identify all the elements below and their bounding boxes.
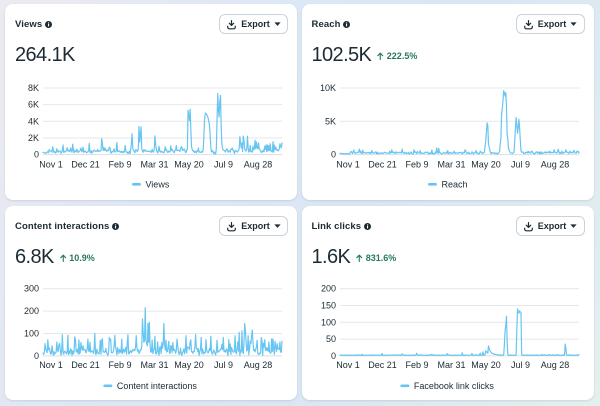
svg-text:0: 0 — [330, 350, 335, 360]
svg-text:May 20: May 20 — [174, 159, 204, 169]
svg-text:Nov 1: Nov 1 — [336, 159, 360, 169]
svg-text:0: 0 — [34, 149, 39, 159]
svg-text:Feb 9: Feb 9 — [108, 360, 131, 370]
svg-text:Feb 9: Feb 9 — [405, 159, 428, 169]
svg-text:Dec 21: Dec 21 — [71, 360, 100, 370]
svg-text:May 20: May 20 — [174, 360, 204, 370]
svg-text:50: 50 — [325, 334, 335, 344]
svg-text:Aug 28: Aug 28 — [244, 159, 273, 169]
svg-text:Jul 9: Jul 9 — [510, 360, 529, 370]
svg-text:May 20: May 20 — [471, 159, 501, 169]
svg-text:200: 200 — [320, 283, 335, 293]
svg-text:Facebook link clicks: Facebook link clicks — [413, 380, 494, 390]
svg-text:10K: 10K — [319, 83, 335, 93]
svg-text:Jul 9: Jul 9 — [214, 159, 233, 169]
svg-text:Reach: Reach — [441, 179, 467, 189]
svg-text:2K: 2K — [28, 132, 39, 142]
svg-text:Aug 28: Aug 28 — [540, 360, 569, 370]
svg-text:Feb 9: Feb 9 — [405, 360, 428, 370]
svg-text:Jul 9: Jul 9 — [510, 159, 529, 169]
svg-text:8K: 8K — [28, 83, 39, 93]
svg-text:Jul 9: Jul 9 — [214, 360, 233, 370]
svg-text:Dec 21: Dec 21 — [71, 159, 100, 169]
svg-text:Mar 31: Mar 31 — [140, 159, 168, 169]
svg-text:Dec 21: Dec 21 — [368, 159, 397, 169]
svg-text:6K: 6K — [28, 99, 39, 109]
svg-text:200: 200 — [24, 306, 39, 316]
svg-text:Mar 31: Mar 31 — [437, 159, 465, 169]
svg-text:Dec 21: Dec 21 — [368, 360, 397, 370]
svg-text:Mar 31: Mar 31 — [140, 360, 168, 370]
svg-text:Nov 1: Nov 1 — [336, 360, 360, 370]
svg-text:0: 0 — [34, 350, 39, 360]
svg-text:4K: 4K — [28, 116, 39, 126]
svg-text:Aug 28: Aug 28 — [540, 159, 569, 169]
svg-text:Aug 28: Aug 28 — [244, 360, 273, 370]
svg-text:0: 0 — [330, 149, 335, 159]
svg-text:100: 100 — [320, 317, 335, 327]
svg-text:Content interactions: Content interactions — [117, 380, 198, 390]
svg-text:100: 100 — [24, 328, 39, 338]
svg-text:May 20: May 20 — [471, 360, 501, 370]
svg-text:5K: 5K — [324, 116, 335, 126]
svg-text:300: 300 — [24, 283, 39, 293]
svg-text:Nov 1: Nov 1 — [39, 360, 63, 370]
svg-text:150: 150 — [320, 300, 335, 310]
svg-text:Nov 1: Nov 1 — [39, 159, 63, 169]
svg-text:Mar 31: Mar 31 — [437, 360, 465, 370]
svg-text:Views: Views — [145, 179, 169, 189]
svg-text:Feb 9: Feb 9 — [108, 159, 131, 169]
